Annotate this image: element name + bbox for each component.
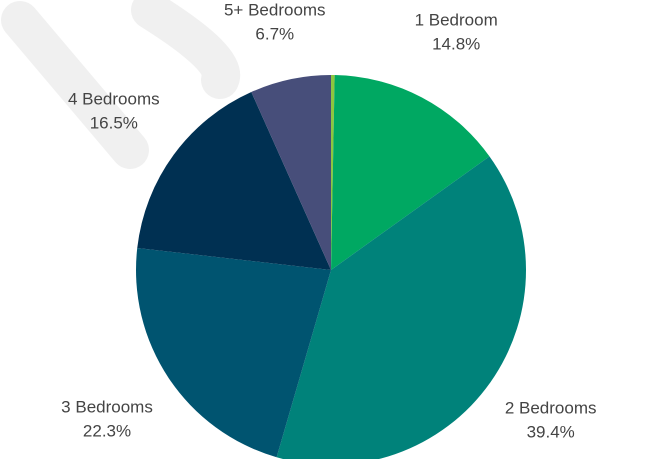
pie [135,75,526,459]
slice-label: 1 Bedroom [415,10,498,29]
slice-value-label: 22.3% [83,422,131,441]
pie-slice [251,75,331,270]
slice-label: 2 Bedrooms [505,398,597,417]
pie-slice [331,75,490,271]
slice-value-label: 14.8% [432,34,480,53]
slice-value-label: 39.4% [527,422,575,441]
pie-slice [331,75,335,270]
pie-slice [135,247,331,458]
watermark-stroke [1,1,149,169]
slice-value-label: 16.5% [90,114,138,133]
pie-slice [276,156,526,459]
pie-slice [137,92,331,270]
labels: 1 Bedroom 14.8% 2 Bedrooms 39.4% 3 Bedrooms 2… [61,0,596,441]
watermark-stroke [131,0,240,99]
watermark [1,0,240,169]
slice-label: 3 Bedrooms [61,398,153,417]
slice-label: 5+ Bedrooms [224,0,326,19]
slice-label: 4 Bedrooms [68,90,160,109]
slice-value-label: 6.7% [255,24,294,43]
